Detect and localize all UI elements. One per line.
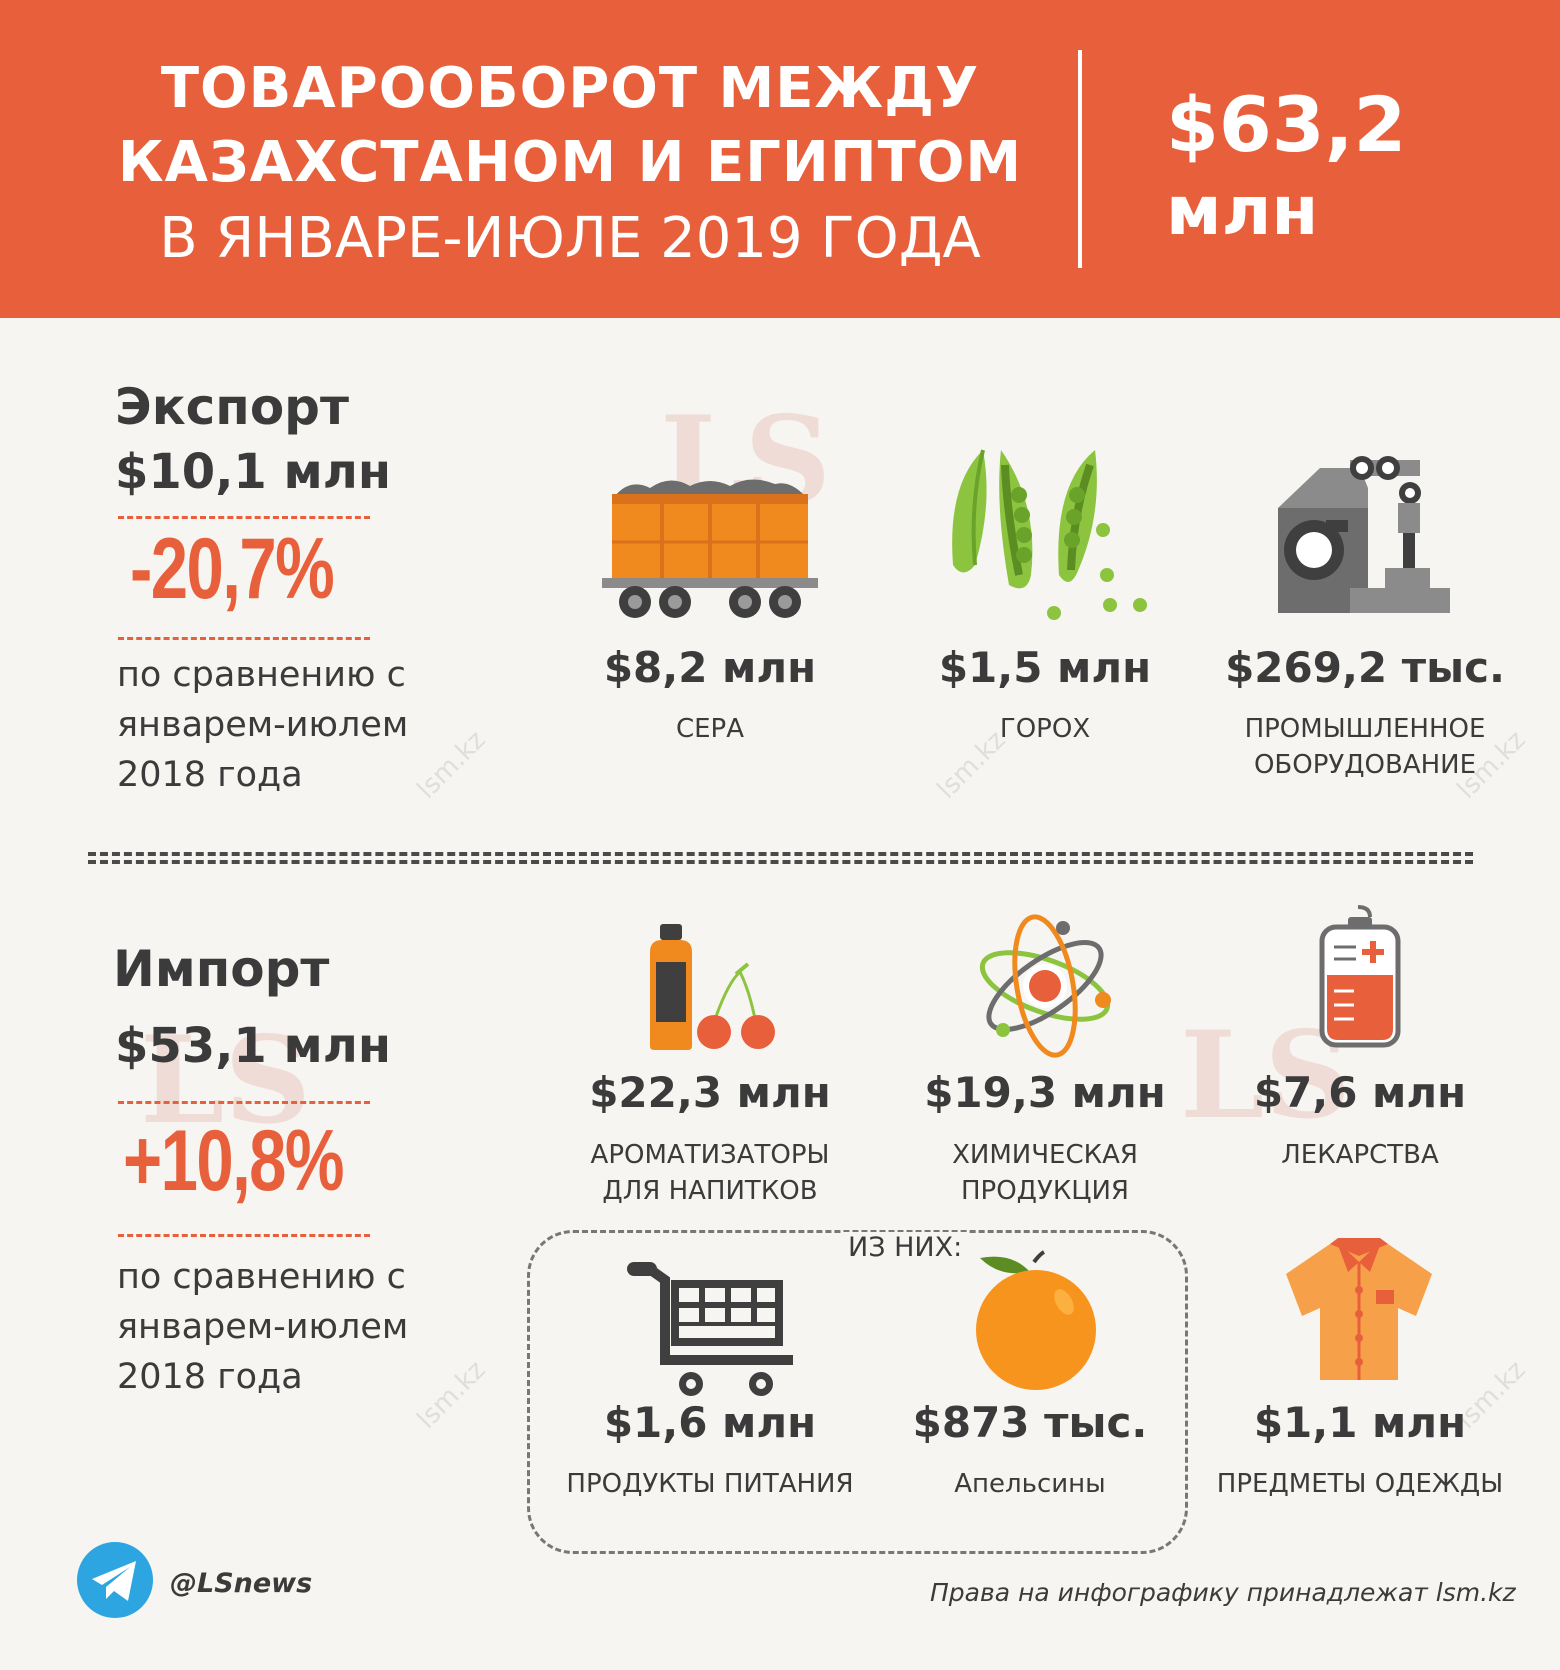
- header-banner: ТОВАРООБОРОТ МЕЖДУ КАЗАХСТАНОМ И ЕГИПТОМ…: [0, 0, 1560, 318]
- header-title-line2: КАЗАХСТАНОМ И ЕГИПТОМ: [117, 130, 1023, 195]
- import-dash-bottom: [118, 1234, 370, 1237]
- shirt-icon: [1286, 1238, 1432, 1380]
- watermark-logo: LS: [140, 1010, 312, 1151]
- export-dash-top: [118, 516, 370, 519]
- orange-icon: [976, 1250, 1096, 1390]
- export-item-label-line2: ОБОРУДОВАНИЕ: [1253, 750, 1477, 780]
- export-item-value: $269,2 тыс.: [1225, 643, 1505, 692]
- telegram-handle-link[interactable]: @LSnews: [170, 1568, 313, 1599]
- export-item-label: СЕРА: [675, 714, 745, 744]
- import-item-label: ХИМИЧЕСКАЯ ПРОДУКЦИЯ: [885, 1137, 1205, 1209]
- export-item-label: ПРОМЫШЛЕННОЕ ОБОРУДОВАНИЕ: [1200, 711, 1530, 783]
- export-change-percent: -20,7%: [130, 521, 335, 617]
- iv-bag-icon: [1319, 905, 1401, 1048]
- import-comparison-line2: январем-июлем: [117, 1307, 409, 1347]
- atom-icon: [979, 914, 1111, 1058]
- subgroup-label: ИЗ НИХ:: [842, 1232, 969, 1263]
- export-comparison-line1: по сравнению с: [117, 655, 406, 695]
- import-comparison: по сравнению с январем-июлем 2018 года: [117, 1252, 457, 1402]
- export-item-label-line1: ПРОМЫШЛЕННОЕ: [1244, 714, 1486, 744]
- section-divider: [88, 852, 1473, 856]
- header-title-line3: В ЯНВАРЕ-ИЮЛЕ 2019 ГОДА: [159, 206, 981, 271]
- train-wagon-icon: [602, 479, 818, 618]
- copyright-note: Права на инфографику принадлежат lsm.kz: [930, 1578, 1516, 1607]
- food-subgroup-frame: [527, 1230, 1188, 1554]
- import-item-value: $1,6 млн: [603, 1398, 817, 1447]
- bottle-cherries-icon: [650, 924, 775, 1050]
- header-divider: [1078, 50, 1082, 268]
- import-comparison-line3: 2018 года: [117, 1357, 303, 1397]
- import-amount: $53,1 млн: [115, 1018, 392, 1074]
- import-item-label-line1: ХИМИЧЕСКАЯ: [952, 1140, 1138, 1170]
- peas-icon: [952, 449, 1147, 620]
- export-comparison-line2: январем-июлем: [117, 705, 409, 745]
- import-item-value: $22,3 млн: [589, 1068, 831, 1117]
- import-dash-top: [118, 1101, 370, 1104]
- telegram-icon[interactable]: [76, 1541, 154, 1619]
- export-item-value: $1,5 млн: [938, 643, 1152, 692]
- import-item-value: $7,6 млн: [1253, 1068, 1467, 1117]
- export-comparison: по сравнению с январем-июлем 2018 года: [117, 650, 457, 800]
- export-item-label: ГОРОХ: [999, 714, 1091, 744]
- export-amount: $10,1 млн: [115, 444, 392, 500]
- robotic-arm-icon: [1278, 456, 1450, 613]
- import-item-label: ПРЕДМЕТЫ ОДЕЖДЫ: [1216, 1469, 1504, 1499]
- import-item-label-line2: ПРОДУКЦИЯ: [960, 1176, 1129, 1206]
- import-title: Импорт: [113, 940, 330, 998]
- import-item-label: АРОМАТИЗАТОРЫ ДЛЯ НАПИТКОВ: [550, 1137, 870, 1209]
- import-item-label: ПРОДУКТЫ ПИТАНИЯ: [566, 1469, 854, 1499]
- export-title: Экспорт: [115, 378, 349, 436]
- import-change-percent: +10,8%: [123, 1113, 345, 1209]
- header-title-line1: ТОВАРООБОРОТ МЕЖДУ: [160, 56, 980, 121]
- export-comparison-line3: 2018 года: [117, 755, 303, 795]
- import-item-label: Апельсины: [954, 1469, 1106, 1499]
- header-total-value: $63,2: [1166, 80, 1407, 169]
- header-total-unit: млн: [1166, 172, 1319, 251]
- import-comparison-line1: по сравнению с: [117, 1257, 406, 1297]
- export-item-value: $8,2 млн: [603, 643, 817, 692]
- section-divider: [88, 860, 1473, 864]
- import-item-value: $873 тыс.: [912, 1398, 1148, 1447]
- shopping-cart-icon: [627, 1262, 793, 1396]
- export-dash-bottom: [118, 637, 370, 640]
- import-item-label-line2: ДЛЯ НАПИТКОВ: [602, 1176, 818, 1206]
- import-item-value: $1,1 млн: [1253, 1398, 1467, 1447]
- import-item-label: ЛЕКАРСТВА: [1281, 1140, 1439, 1170]
- import-item-value: $19,3 млн: [924, 1068, 1166, 1117]
- import-item-label-line1: АРОМАТИЗАТОРЫ: [590, 1140, 830, 1170]
